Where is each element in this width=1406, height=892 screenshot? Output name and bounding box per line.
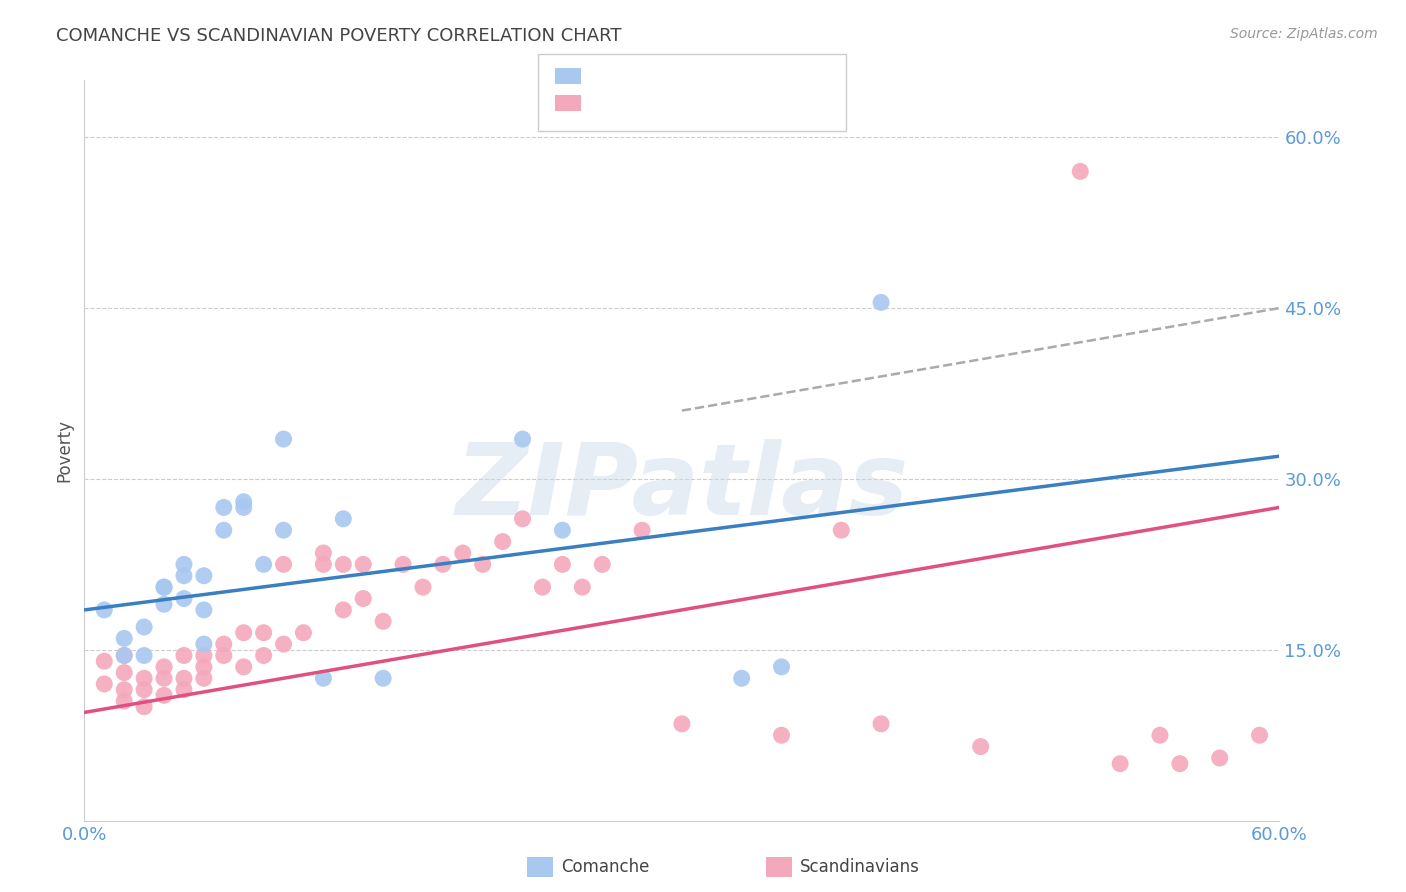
Point	[471, 558, 494, 572]
Point	[273, 558, 295, 572]
Point	[551, 523, 574, 537]
Point	[153, 597, 176, 611]
Point	[173, 558, 195, 572]
Point	[153, 580, 176, 594]
Point	[132, 671, 156, 685]
Text: Scandinavians: Scandinavians	[800, 858, 920, 876]
Point	[153, 580, 176, 594]
Point	[132, 648, 156, 663]
Point	[1209, 751, 1232, 765]
Point	[870, 295, 893, 310]
Text: R = 0.394   N = 29: R = 0.394 N = 29	[592, 67, 762, 85]
Point	[392, 558, 415, 572]
Point	[970, 739, 993, 754]
Point	[153, 671, 176, 685]
Point	[153, 689, 176, 703]
Point	[93, 603, 115, 617]
Point	[173, 682, 195, 697]
Point	[870, 716, 893, 731]
Point	[173, 568, 195, 582]
Text: R = 0.372   N = 57: R = 0.372 N = 57	[592, 94, 762, 112]
Point	[731, 671, 754, 685]
Point	[512, 512, 534, 526]
Point	[770, 660, 793, 674]
Point	[1109, 756, 1132, 771]
Point	[232, 660, 254, 674]
Point	[830, 523, 852, 537]
Point	[432, 558, 454, 572]
Point	[273, 523, 295, 537]
Point	[332, 603, 354, 617]
Point	[273, 637, 295, 651]
Point	[112, 682, 135, 697]
Point	[352, 591, 374, 606]
Point	[132, 682, 156, 697]
Point	[352, 558, 374, 572]
Text: Source: ZipAtlas.com: Source: ZipAtlas.com	[1230, 27, 1378, 41]
Point	[571, 580, 593, 594]
Point	[173, 671, 195, 685]
Point	[591, 558, 613, 572]
Point	[412, 580, 434, 594]
Point	[153, 660, 176, 674]
Y-axis label: Poverty: Poverty	[55, 419, 73, 482]
Point	[1249, 728, 1271, 742]
Point	[212, 648, 235, 663]
Point	[373, 671, 395, 685]
Point	[373, 615, 395, 629]
Point	[132, 699, 156, 714]
Point	[671, 716, 693, 731]
Point	[93, 677, 115, 691]
Point	[332, 512, 354, 526]
Point	[770, 728, 793, 742]
Point	[273, 432, 295, 446]
Point	[312, 558, 335, 572]
Point	[193, 660, 215, 674]
Point	[93, 654, 115, 668]
Point	[193, 637, 215, 651]
Point	[212, 500, 235, 515]
Point	[112, 648, 135, 663]
Point	[1069, 164, 1091, 178]
Point	[492, 534, 515, 549]
Point	[312, 546, 335, 560]
Point	[173, 591, 195, 606]
Point	[531, 580, 554, 594]
Point	[253, 648, 276, 663]
Point	[112, 665, 135, 680]
Point	[631, 523, 654, 537]
Point	[1149, 728, 1171, 742]
Point	[212, 523, 235, 537]
Point	[232, 625, 254, 640]
Point	[312, 671, 335, 685]
Point	[253, 558, 276, 572]
Point	[253, 625, 276, 640]
Point	[193, 603, 215, 617]
Point	[332, 558, 354, 572]
Point	[451, 546, 474, 560]
Point	[173, 648, 195, 663]
Point	[193, 671, 215, 685]
Point	[292, 625, 315, 640]
Point	[212, 637, 235, 651]
Point	[112, 632, 135, 646]
Text: Comanche: Comanche	[561, 858, 650, 876]
Text: COMANCHE VS SCANDINAVIAN POVERTY CORRELATION CHART: COMANCHE VS SCANDINAVIAN POVERTY CORRELA…	[56, 27, 621, 45]
Point	[512, 432, 534, 446]
Point	[112, 694, 135, 708]
Point	[232, 494, 254, 508]
Text: ZIPatlas: ZIPatlas	[456, 439, 908, 536]
Point	[112, 648, 135, 663]
Point	[132, 620, 156, 634]
Point	[1168, 756, 1191, 771]
Point	[193, 648, 215, 663]
Point	[551, 558, 574, 572]
Point	[193, 568, 215, 582]
Point	[232, 500, 254, 515]
